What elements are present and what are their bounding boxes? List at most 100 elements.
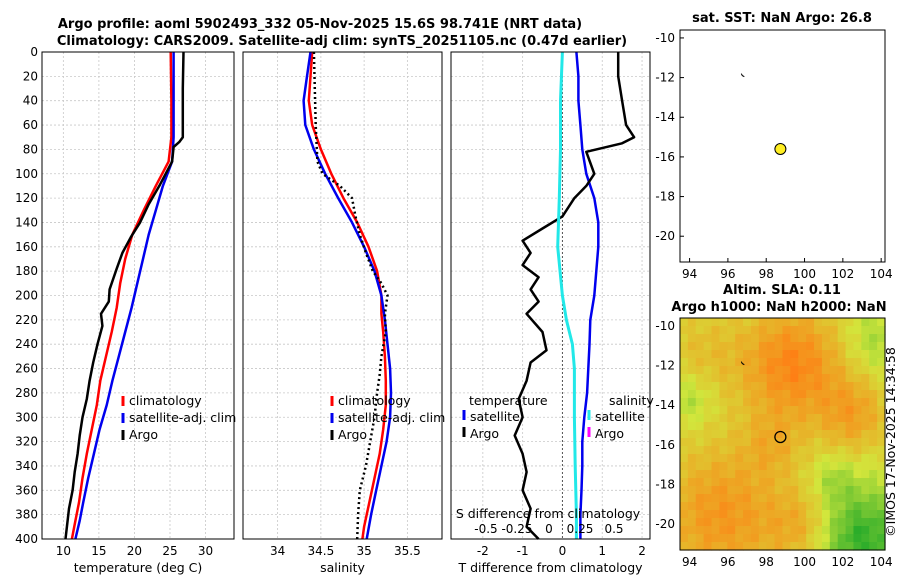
sla-cell — [750, 334, 760, 343]
sla-cell — [774, 374, 784, 383]
sla-cell — [782, 454, 791, 463]
sla-cell — [727, 534, 736, 543]
sla-cell — [703, 334, 713, 343]
sla-cell — [869, 414, 878, 423]
sla-cell — [735, 390, 744, 399]
sla-cell — [861, 518, 870, 527]
sla-cell — [766, 454, 776, 463]
sla-cell — [735, 534, 744, 543]
sla-cell — [774, 406, 784, 415]
sla-cell — [829, 438, 839, 447]
sla-cell — [821, 398, 831, 407]
sla_map-xtick-label: 102 — [831, 555, 854, 569]
sla-cell — [845, 446, 855, 455]
salinity-xlabel: salinity — [320, 560, 365, 575]
sla-cell — [861, 502, 870, 511]
sla-cell — [798, 470, 807, 479]
sla-cell — [680, 342, 689, 351]
sla_map-ytick-label: -10 — [655, 319, 675, 333]
sla-cell — [806, 534, 815, 543]
sla-cell — [719, 438, 728, 447]
sla-cell — [782, 526, 791, 535]
sla-cell — [766, 398, 776, 407]
sla-cell — [837, 446, 847, 455]
legend-label: Argo — [595, 426, 624, 441]
sla-cell — [743, 422, 752, 431]
sla-cell — [821, 366, 831, 375]
sla_map-xtick-label: 98 — [759, 555, 774, 569]
sla-cell — [782, 358, 791, 367]
sla-cell — [687, 470, 697, 479]
sla-cell — [695, 350, 705, 359]
sla-cell — [750, 382, 760, 391]
sla-cell — [814, 382, 823, 391]
sst_map-ytick-label: -18 — [655, 190, 675, 204]
sla-cell — [782, 486, 791, 495]
depth-tick-label: 160 — [15, 240, 38, 254]
sla-cell — [814, 470, 823, 479]
sla-cell — [790, 526, 799, 535]
sla-cell — [750, 502, 760, 511]
sla-cell — [790, 518, 799, 527]
legend-label: climatology — [129, 393, 202, 408]
sla-cell — [750, 390, 760, 399]
sla-cell — [790, 350, 799, 359]
sla_map-ytick-label: -16 — [655, 438, 675, 452]
sla-cell — [798, 430, 807, 439]
sla-cell — [766, 382, 776, 391]
sla-cell — [711, 518, 721, 527]
sla-cell — [790, 374, 799, 383]
sla-cell — [806, 454, 815, 463]
sla-cell — [687, 494, 697, 503]
sla-cell — [711, 478, 721, 487]
sla-cell — [727, 510, 736, 519]
legend-label: climatology — [338, 393, 411, 408]
sla-cell — [837, 454, 847, 463]
sla-cell — [680, 414, 689, 423]
sla-cell — [680, 334, 689, 343]
sla-cell — [869, 318, 878, 327]
sla-cell — [695, 406, 705, 415]
sla-cell — [829, 518, 839, 527]
sla-cell — [821, 406, 831, 415]
sla-cell — [782, 462, 791, 471]
sla-cell — [869, 430, 878, 439]
sla-cell — [695, 414, 705, 423]
sla-cell — [790, 366, 799, 375]
sla-cell — [750, 422, 760, 431]
sla-cell — [790, 510, 799, 519]
sla-cell — [821, 422, 831, 431]
sla-cell — [798, 366, 807, 375]
sla-cell — [829, 430, 839, 439]
sla-cell — [727, 414, 736, 423]
sla-cell — [735, 414, 744, 423]
sla-cell — [829, 470, 839, 479]
sla-cell — [758, 494, 768, 503]
sla-cell — [727, 526, 736, 535]
sla-cell — [743, 382, 752, 391]
sla-cell — [687, 454, 697, 463]
sla-cell — [735, 438, 744, 447]
sla-cell — [806, 470, 815, 479]
sla-cell — [711, 326, 721, 335]
sla-cell — [711, 462, 721, 471]
sla-cell — [837, 334, 847, 343]
sla-cell — [711, 526, 721, 535]
sla-cell — [861, 446, 870, 455]
sla-cell — [837, 470, 847, 479]
sla-cell — [814, 334, 823, 343]
sla-cell — [877, 374, 886, 383]
sla-cell — [735, 542, 744, 551]
sla-cell — [806, 526, 815, 535]
sla-cell — [814, 342, 823, 351]
sla-cell — [829, 454, 839, 463]
depth-tick-label: 20 — [23, 69, 38, 83]
sla-cell — [687, 422, 697, 431]
sla-cell — [735, 406, 744, 415]
sla-cell — [727, 478, 736, 487]
sla-cell — [877, 350, 886, 359]
sla-cell — [853, 526, 862, 535]
sla-cell — [837, 542, 847, 551]
sla-cell — [845, 430, 855, 439]
sla-cell — [743, 406, 752, 415]
